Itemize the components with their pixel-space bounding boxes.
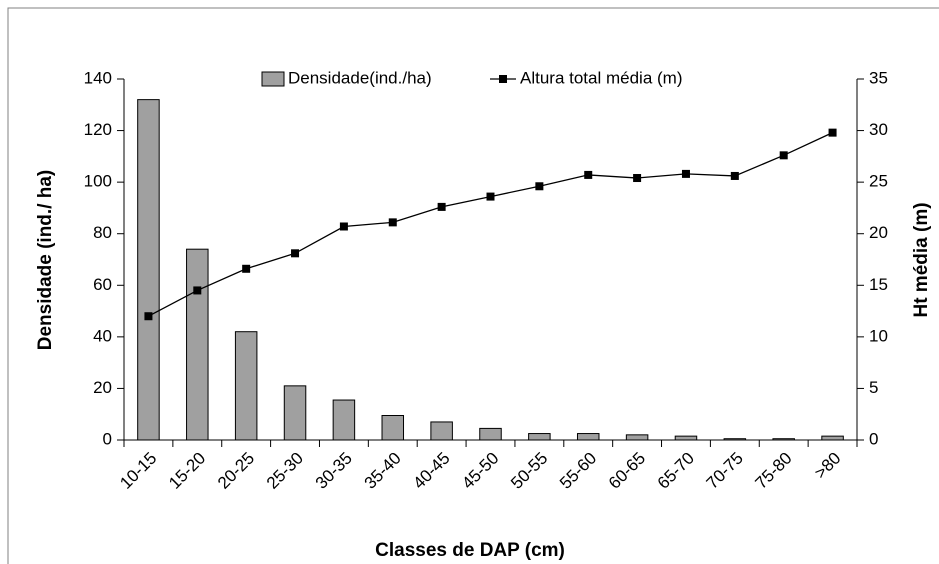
x-tick-label: 75-80 <box>752 449 796 493</box>
y2-axis-title: Ht média (m) <box>911 202 932 317</box>
line-marker <box>828 128 837 137</box>
y-tick-label: 120 <box>84 120 112 139</box>
y-tick-label: 100 <box>84 172 112 191</box>
x-tick-label: >80 <box>811 449 845 483</box>
bar <box>625 434 649 441</box>
x-tick-label: 50-55 <box>507 449 551 493</box>
line-marker <box>535 182 544 191</box>
y-tick-label: 0 <box>103 429 112 448</box>
frame <box>7 7 939 564</box>
bar <box>430 421 453 441</box>
bar <box>283 385 307 441</box>
bar <box>821 435 844 441</box>
line-marker <box>633 174 642 183</box>
y2-tick-label: 25 <box>869 172 888 191</box>
legend-swatch <box>261 71 285 87</box>
line <box>148 132 833 317</box>
y2-tick-label: 10 <box>869 326 888 345</box>
bar <box>723 438 747 441</box>
x-axis-title: Classes de DAP (cm) <box>375 540 565 561</box>
x-tick-label: 30-35 <box>312 449 356 493</box>
bar <box>674 435 698 441</box>
bar <box>528 433 551 441</box>
y-tick-label: 20 <box>93 378 112 397</box>
y2-tick-label: 15 <box>869 275 888 294</box>
legend-label: Densidade(ind./ha) <box>288 68 432 87</box>
line-marker <box>339 222 348 231</box>
x-tick-label: 10-15 <box>116 449 160 493</box>
y-axis-title: Densidade (ind./ ha) <box>35 170 56 351</box>
line-marker <box>193 286 202 295</box>
x-tick-label: 35-40 <box>361 449 405 493</box>
line-marker <box>291 249 300 258</box>
x-tick-label: 25-30 <box>263 449 307 493</box>
line-marker <box>388 218 397 227</box>
bar <box>137 99 160 441</box>
line-marker <box>486 192 495 201</box>
legend-label: Altura total média (m) <box>520 68 683 87</box>
line-marker <box>681 169 690 178</box>
y-tick-label: 140 <box>84 68 112 87</box>
bar <box>381 415 405 441</box>
y-tick-label: 40 <box>93 326 112 345</box>
y2-tick-label: 35 <box>869 68 888 87</box>
line-marker <box>242 264 251 273</box>
line-marker <box>584 170 593 179</box>
bar <box>576 433 600 441</box>
y-tick-label: 60 <box>93 275 112 294</box>
legend-marker <box>499 75 507 83</box>
x-tick-label: 40-45 <box>409 449 453 493</box>
y2-tick-label: 0 <box>869 429 878 448</box>
y2-tick-label: 30 <box>869 120 888 139</box>
bar <box>479 427 502 441</box>
x-tick-label: 20-25 <box>214 449 258 493</box>
x-tick-label: 70-75 <box>703 449 747 493</box>
line-marker <box>730 171 739 180</box>
bar <box>772 438 795 441</box>
x-tick-label: 45-50 <box>458 449 502 493</box>
x-tick-label: 65-70 <box>654 449 698 493</box>
y2-tick-label: 5 <box>869 378 878 397</box>
line-marker <box>779 151 788 160</box>
y-tick-label: 80 <box>93 223 112 242</box>
line-marker <box>144 312 153 321</box>
bar <box>186 248 209 441</box>
x-tick-label: 15-20 <box>165 449 209 493</box>
y2-tick-label: 20 <box>869 223 888 242</box>
bar <box>234 331 258 441</box>
bar <box>332 399 356 441</box>
line-marker <box>437 202 446 211</box>
x-tick-label: 55-60 <box>556 449 600 493</box>
x-tick-label: 60-65 <box>605 449 649 493</box>
